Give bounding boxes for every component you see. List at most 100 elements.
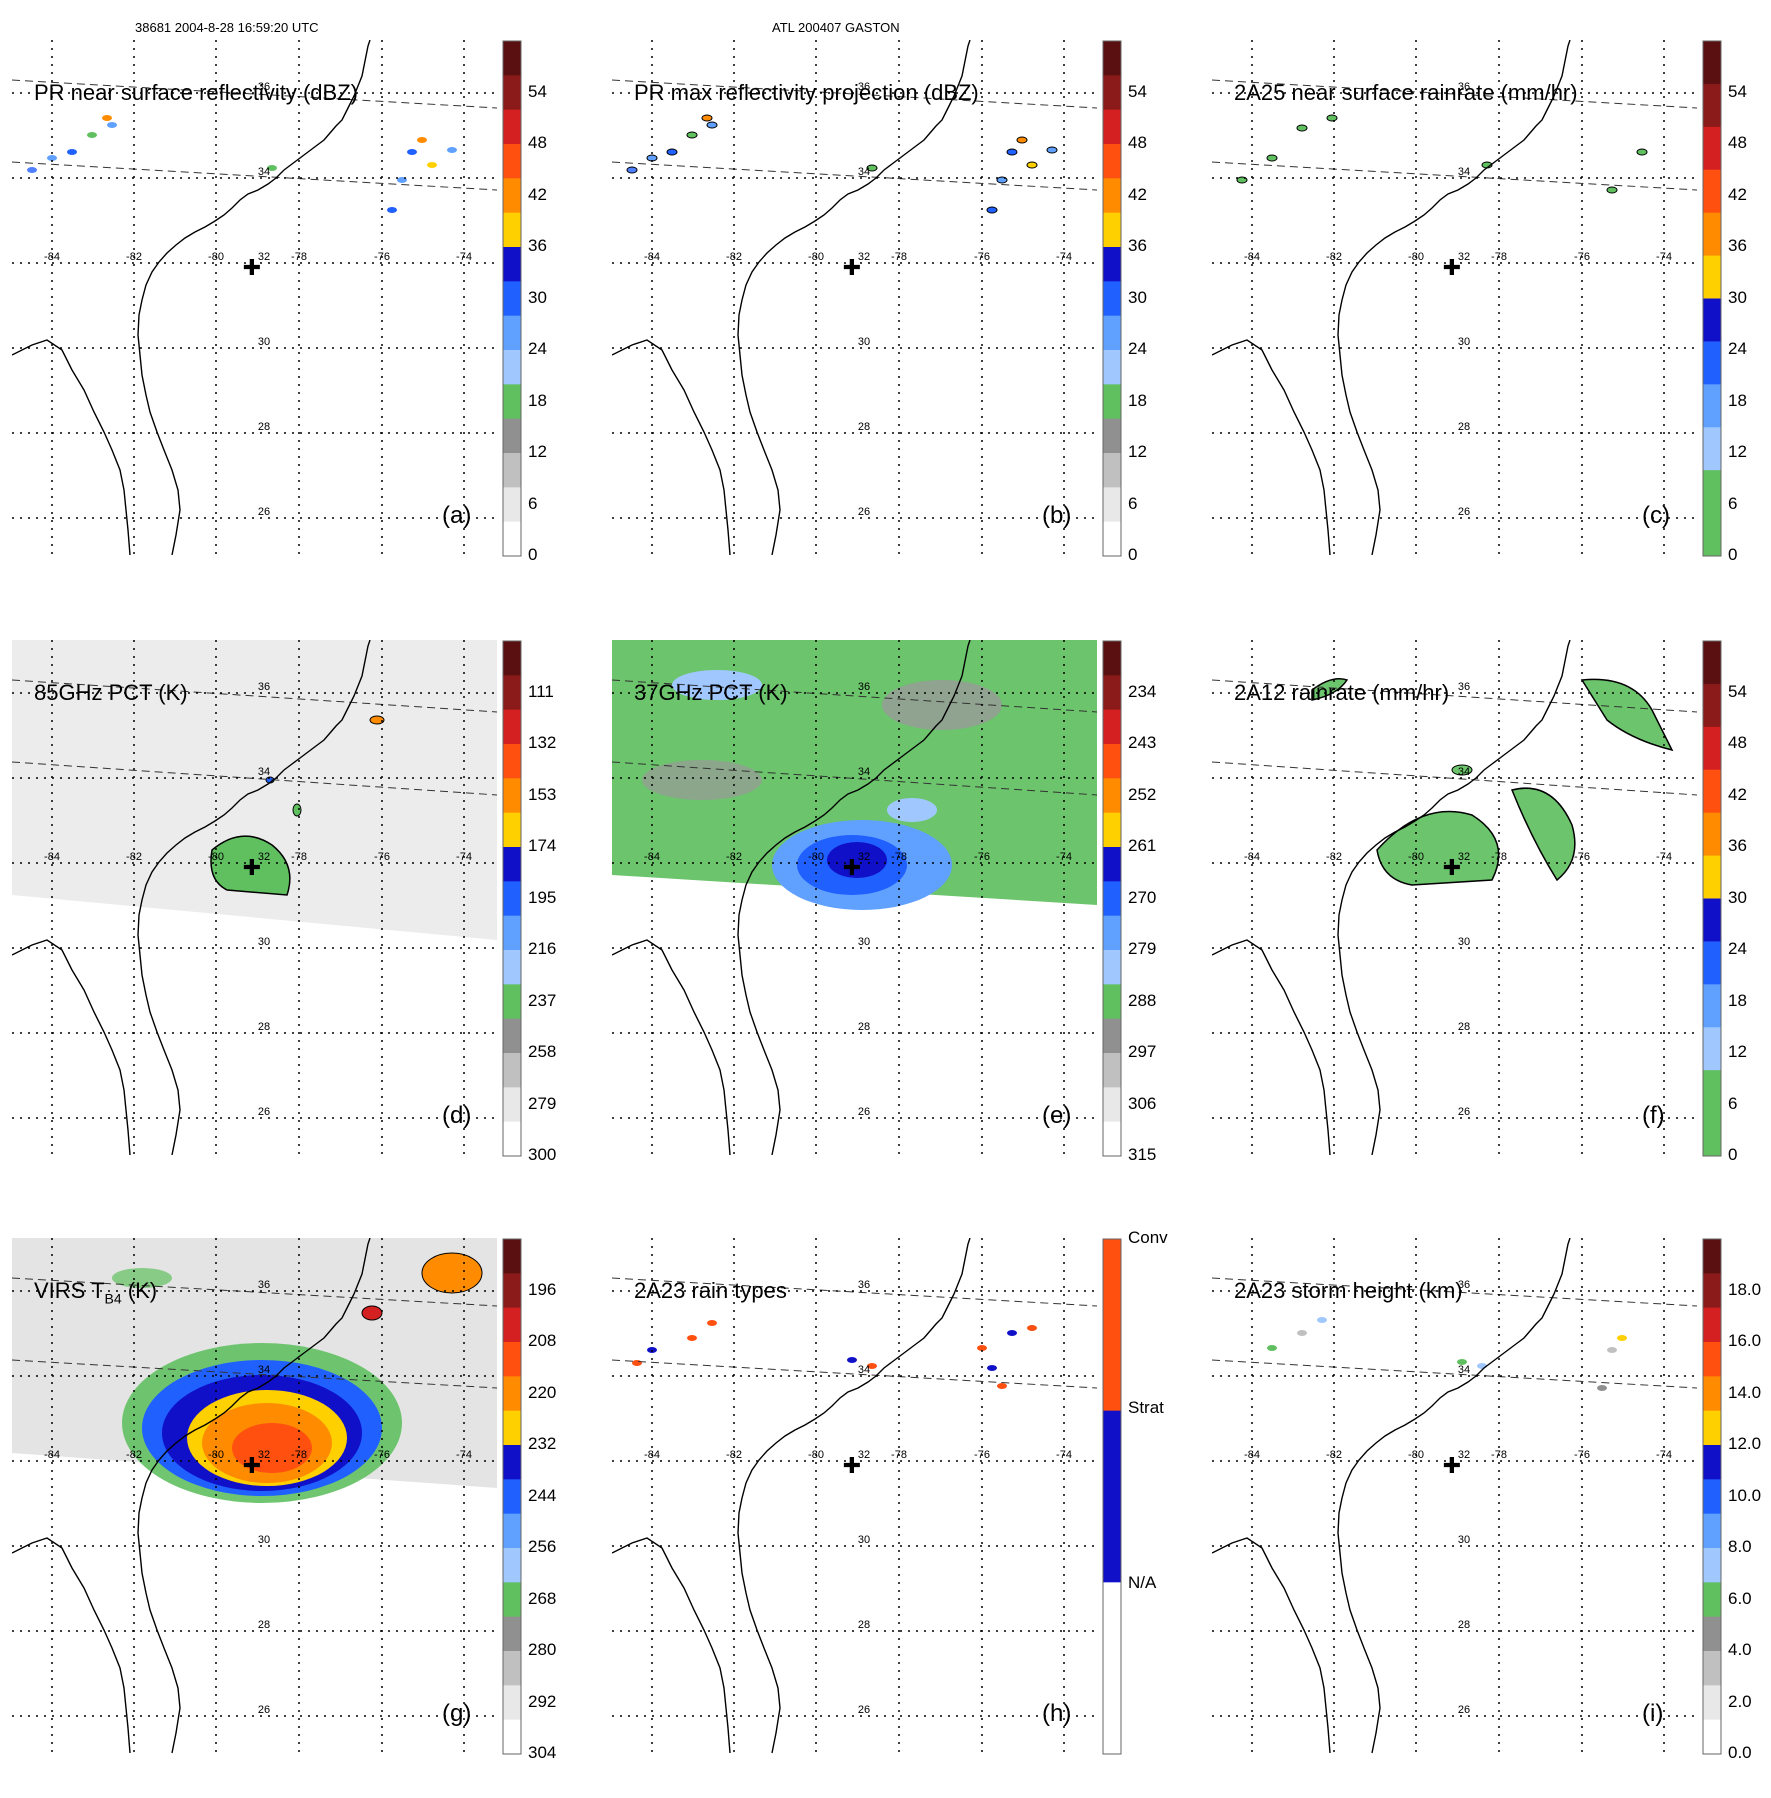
lon-label: -84 — [44, 251, 60, 263]
lon-label: -74 — [456, 1449, 472, 1461]
echo-cell — [1297, 1330, 1307, 1336]
lon-label: -74 — [456, 251, 472, 263]
colorbar-tick: 252 — [1128, 784, 1157, 804]
colorbar-tick: 220 — [528, 1382, 557, 1402]
lat-label: 26 — [1458, 506, 1470, 518]
colorbar-swatch — [503, 41, 521, 76]
colorbar-tick: 258 — [528, 1042, 557, 1061]
colorbar-swatch — [503, 847, 521, 882]
lon-label: -78 — [1491, 851, 1507, 863]
colorbar-tick: 54 — [1728, 81, 1747, 101]
swath-edge — [1212, 1359, 1697, 1389]
colorbar-swatch — [1703, 1651, 1721, 1686]
swath-edge — [1212, 79, 1697, 109]
colorbar-swatch — [1703, 126, 1721, 171]
colorbar-tick: 10.0 — [1728, 1485, 1762, 1505]
colorbar-swatch — [1703, 941, 1721, 985]
colorbar-tick: 270 — [1128, 887, 1157, 907]
storm-center-marker: ✚ — [243, 1454, 261, 1479]
lat-label: 26 — [858, 1704, 870, 1716]
echo-cell — [1046, 146, 1058, 154]
lon-label: -84 — [44, 1449, 60, 1461]
echo-cell — [1296, 124, 1308, 132]
colorbar-tick: 12 — [1128, 442, 1147, 461]
colorbar-swatch — [1103, 1410, 1121, 1583]
colorbar-swatch — [1103, 41, 1121, 76]
lat-label: 26 — [1458, 1704, 1470, 1716]
colorbar-tick: 261 — [1128, 836, 1157, 855]
colorbar-tick: 54 — [528, 81, 547, 101]
colorbar-swatch — [503, 1273, 521, 1309]
panel-letter: (b) — [1042, 502, 1072, 529]
lat-label: 26 — [258, 1704, 270, 1716]
echo-cell — [102, 115, 112, 121]
lat-label: 28 — [858, 421, 870, 433]
colorbar-swatch — [503, 812, 521, 848]
colorbar-tick: 6 — [1128, 493, 1138, 513]
panel-letter: (e) — [1042, 1102, 1072, 1129]
colorbar-swatch — [503, 881, 521, 917]
colorbar-tick: 0 — [1128, 545, 1138, 564]
lon-label: -78 — [1491, 251, 1507, 263]
lat-label: 32 — [1458, 851, 1470, 863]
echo-cell — [707, 1320, 717, 1326]
echo-cell — [267, 165, 277, 171]
colorbar-swatch — [1103, 1239, 1121, 1412]
lon-label: -76 — [374, 1449, 390, 1461]
panel-letter: (g) — [442, 1700, 472, 1727]
colorbar-swatch — [1703, 1070, 1721, 1114]
echo-cell — [427, 162, 437, 168]
colorbar-tick: 280 — [528, 1640, 557, 1659]
lon-label: -80 — [208, 851, 224, 863]
panel-f: -84 -82 -80 -78 -76 -74 36 34 32 30 28 26 ✚ 2A12 rain… — [1212, 640, 1771, 1200]
swath-edge — [612, 1359, 1097, 1389]
colorbar-swatch — [503, 1307, 521, 1343]
lon-label: -74 — [1056, 251, 1072, 263]
coastline — [612, 640, 971, 1155]
colorbar-swatch — [503, 315, 521, 351]
echo-cell — [987, 1365, 997, 1371]
lat-label: 32 — [858, 251, 870, 263]
colorbar-swatch — [1103, 384, 1121, 420]
lat-label: 26 — [1458, 1106, 1470, 1118]
panel-letter: (f) — [1642, 1102, 1665, 1129]
colorbar-tick: 42 — [1728, 184, 1747, 204]
lon-label: -78 — [291, 851, 307, 863]
panel-letter: (i) — [1642, 1700, 1664, 1727]
echo-cell — [1027, 1325, 1037, 1331]
panel-title: 2A12 rainrate (mm/hr) — [1234, 680, 1450, 705]
colorbar-tick: 256 — [528, 1537, 557, 1556]
colorbar-swatch — [1703, 812, 1721, 857]
colorbar-tick: 304 — [528, 1743, 557, 1762]
lat-label: 28 — [258, 1619, 270, 1631]
lat-label: 28 — [258, 1021, 270, 1033]
colorbar-tick: 315 — [1128, 1145, 1157, 1164]
lon-label: -82 — [126, 1449, 142, 1461]
colorbar: 234 243 252 261 270 279 288 297 306 315 — [1102, 640, 1156, 1164]
coastline — [1212, 40, 1571, 555]
echo-cell — [1006, 148, 1018, 156]
lon-label: -74 — [1656, 251, 1672, 263]
panel-b: -84 -82 -80 -78 -76 -74 36 34 32 30 28 26 ✚ PR max re… — [612, 40, 1172, 600]
lat-label: 32 — [858, 851, 870, 863]
colorbar-tick: 8.0 — [1728, 1537, 1752, 1556]
lon-label: -74 — [456, 851, 472, 863]
lat-label: 28 — [1458, 1021, 1470, 1033]
colorbar-tick: 18 — [1728, 390, 1747, 410]
echo-cell — [666, 148, 678, 156]
colorbar-swatch — [503, 1053, 521, 1088]
colorbar: 111 132 153 174 195 216 237 258 279 300 — [502, 640, 556, 1164]
storm-center-marker: ✚ — [843, 1454, 861, 1479]
lat-label: 36 — [258, 1279, 270, 1291]
colorbar-swatch — [1703, 683, 1721, 728]
colorbar-swatch — [1103, 778, 1121, 814]
colorbar-swatch — [1703, 384, 1721, 428]
colorbar-tick: 42 — [1128, 184, 1147, 204]
colorbar-tick: 30 — [1728, 287, 1747, 307]
echo-cell — [626, 166, 638, 174]
lon-label: -76 — [974, 251, 990, 263]
colorbar-swatch — [1103, 350, 1121, 385]
lon-label: -78 — [1491, 1449, 1507, 1461]
colorbar-swatch — [1103, 847, 1121, 882]
lat-label: 36 — [258, 81, 270, 93]
